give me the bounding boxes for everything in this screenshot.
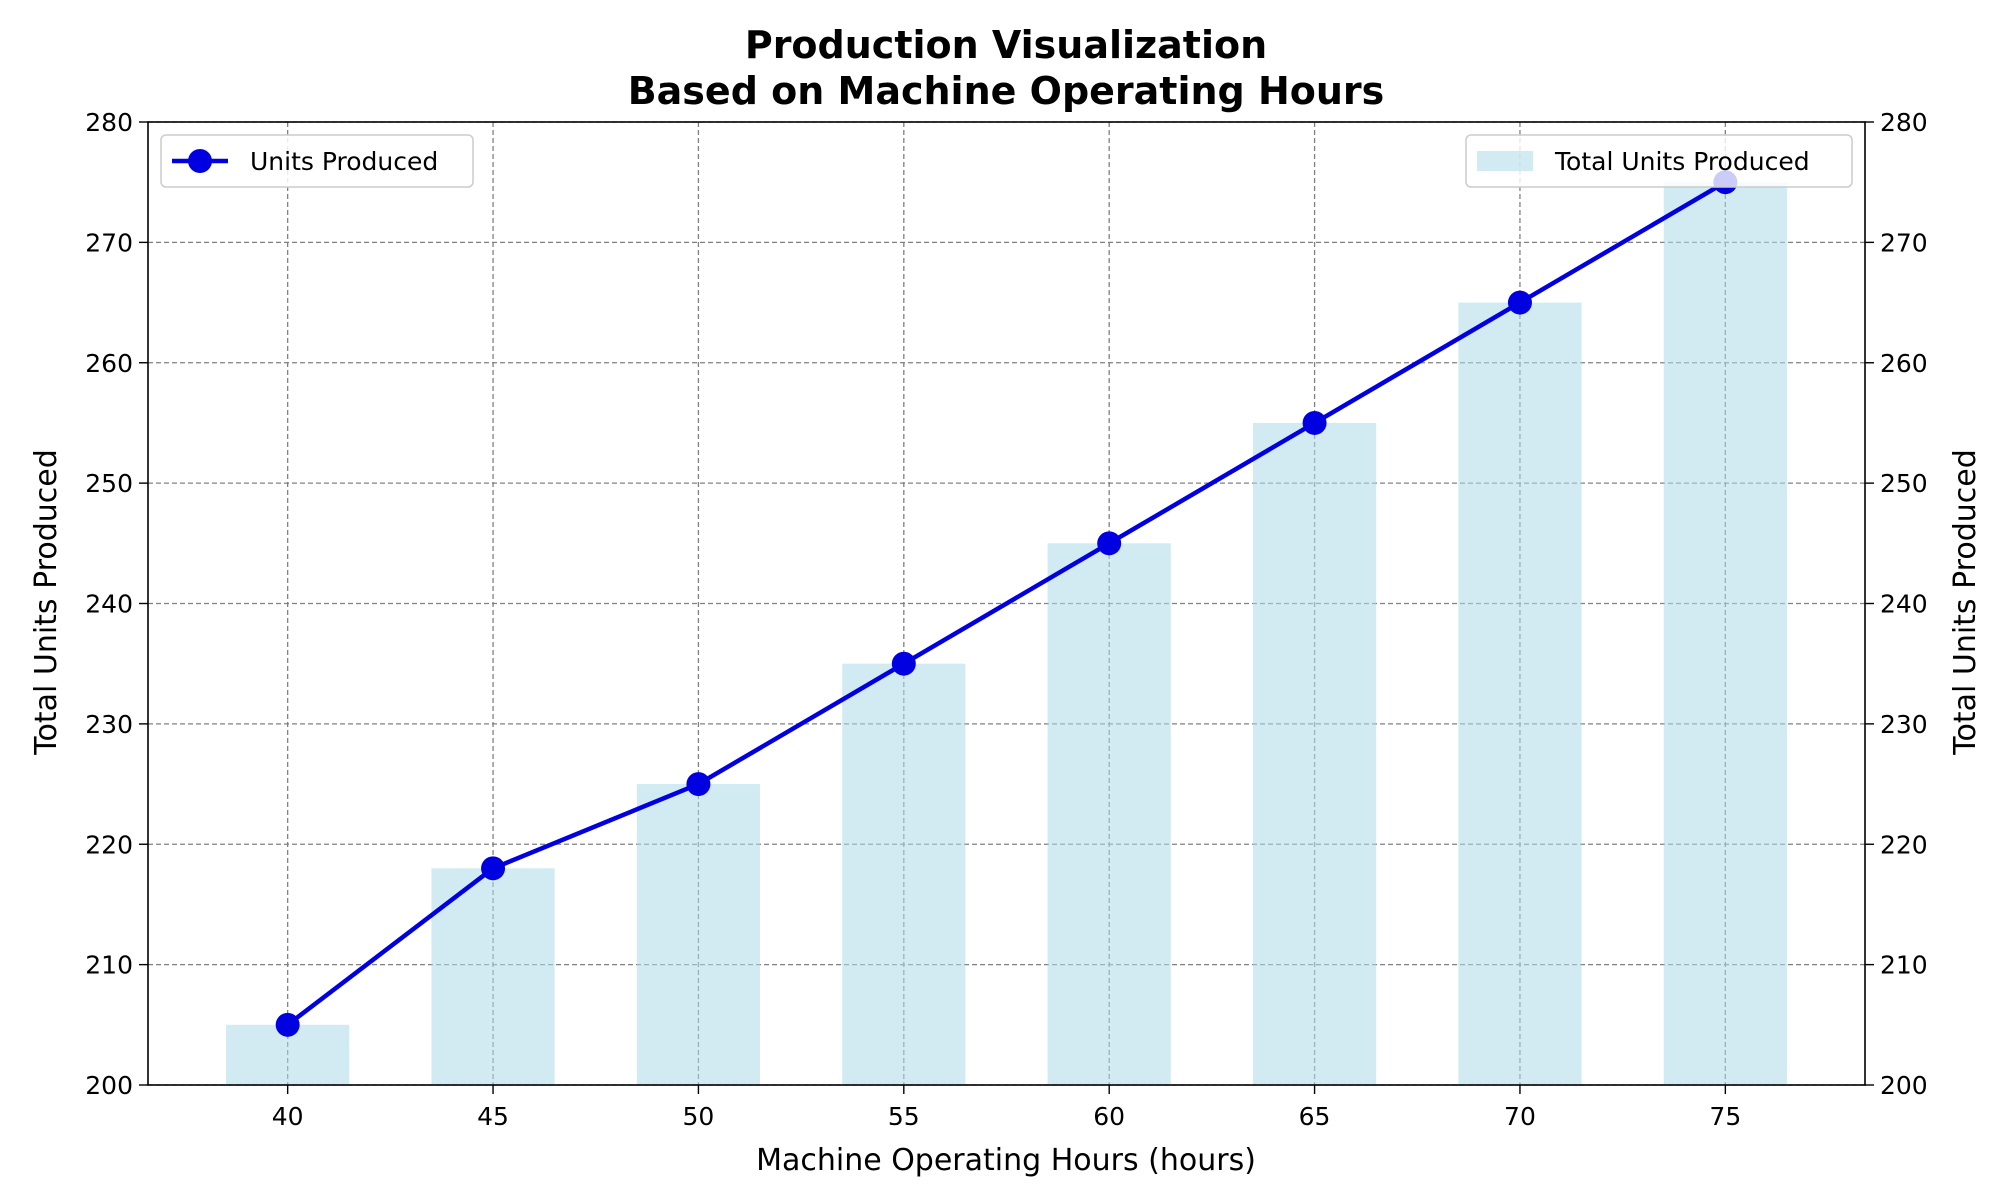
x-tick-label: 75 <box>1709 1102 1741 1131</box>
legend-layer: Units Produced Total Units Produced <box>160 134 1853 188</box>
x-tick-label: 45 <box>477 1102 509 1131</box>
y-tick-label-left: 220 <box>85 830 133 859</box>
y-tick-label-left: 200 <box>85 1071 133 1100</box>
legend-label-total-units-produced: Total Units Produced <box>1554 147 1810 176</box>
marker-units-produced-x45 <box>481 856 506 881</box>
legend-label-units-produced: Units Produced <box>250 147 438 176</box>
y-tick-label-left: 280 <box>85 108 133 137</box>
line-units-produced <box>286 180 1727 1027</box>
legend-box <box>160 134 474 188</box>
y-tick-label-right: 280 <box>1880 108 1928 137</box>
bar-total-units-x55 <box>842 663 966 1085</box>
y-tick-label-left: 260 <box>85 349 133 378</box>
marker-units-produced-x65 <box>1302 410 1327 435</box>
x-tick-label: 60 <box>1093 1102 1125 1131</box>
y-tick-label-right: 250 <box>1880 469 1928 498</box>
y-tick-label-left: 230 <box>85 710 133 739</box>
bar-total-units-x70 <box>1458 302 1582 1085</box>
marker-units-produced-x50 <box>686 772 711 797</box>
bar-total-units-x45 <box>431 868 555 1085</box>
x-tick-label: 65 <box>1299 1102 1331 1131</box>
x-tick-label: 70 <box>1504 1102 1536 1131</box>
legend-bar-swatch <box>1477 151 1533 171</box>
y-tick-label-right: 210 <box>1880 951 1928 980</box>
y-tick-label-right: 270 <box>1880 228 1928 257</box>
y-tick-label-right: 200 <box>1880 1071 1928 1100</box>
marker-units-produced-x40 <box>275 1012 300 1037</box>
axis-layer: 200 200 210 210 220 220 230 230 240 240 250 250 260 2… <box>85 108 1927 1131</box>
y-axis-label-right: Total Units Produced <box>1948 449 1983 755</box>
legend-upper-right: Total Units Produced <box>1465 134 1853 188</box>
x-axis-label: Machine Operating Hours (hours) <box>756 1143 1256 1178</box>
marker-units-produced-x70 <box>1507 290 1532 315</box>
bar-layer <box>226 182 1787 1085</box>
marker-units-produced-x60 <box>1097 531 1122 556</box>
marker-units-produced-x55 <box>891 651 916 676</box>
y-tick-label-right: 220 <box>1880 830 1928 859</box>
x-tick-label: 55 <box>888 1102 920 1131</box>
bar-total-units-x50 <box>636 784 761 1085</box>
legend-marker-swatch <box>188 149 212 173</box>
legend-box <box>1465 134 1853 188</box>
x-tick-label: 40 <box>272 1102 304 1131</box>
bar-total-units-x60 <box>1047 543 1171 1085</box>
chart-title-line-2: Based on Machine Operating Hours <box>628 69 1385 113</box>
y-tick-label-left: 270 <box>85 228 133 257</box>
line-layer <box>275 170 1738 1037</box>
y-tick-label-left: 250 <box>85 469 133 498</box>
y-axis-label-left: Total Units Produced <box>29 449 64 755</box>
x-tick-label: 50 <box>683 1102 715 1131</box>
y-tick-label-right: 230 <box>1880 710 1928 739</box>
legend-upper-left: Units Produced <box>160 134 474 188</box>
y-tick-label-right: 240 <box>1880 590 1928 619</box>
y-tick-label-left: 210 <box>85 951 133 980</box>
y-tick-label-left: 240 <box>85 590 133 619</box>
bar-total-units-x75 <box>1663 182 1787 1085</box>
y-tick-label-right: 260 <box>1880 349 1928 378</box>
chart-title-line-1: Production Visualization <box>745 23 1267 67</box>
bar-total-units-x65 <box>1252 422 1377 1085</box>
